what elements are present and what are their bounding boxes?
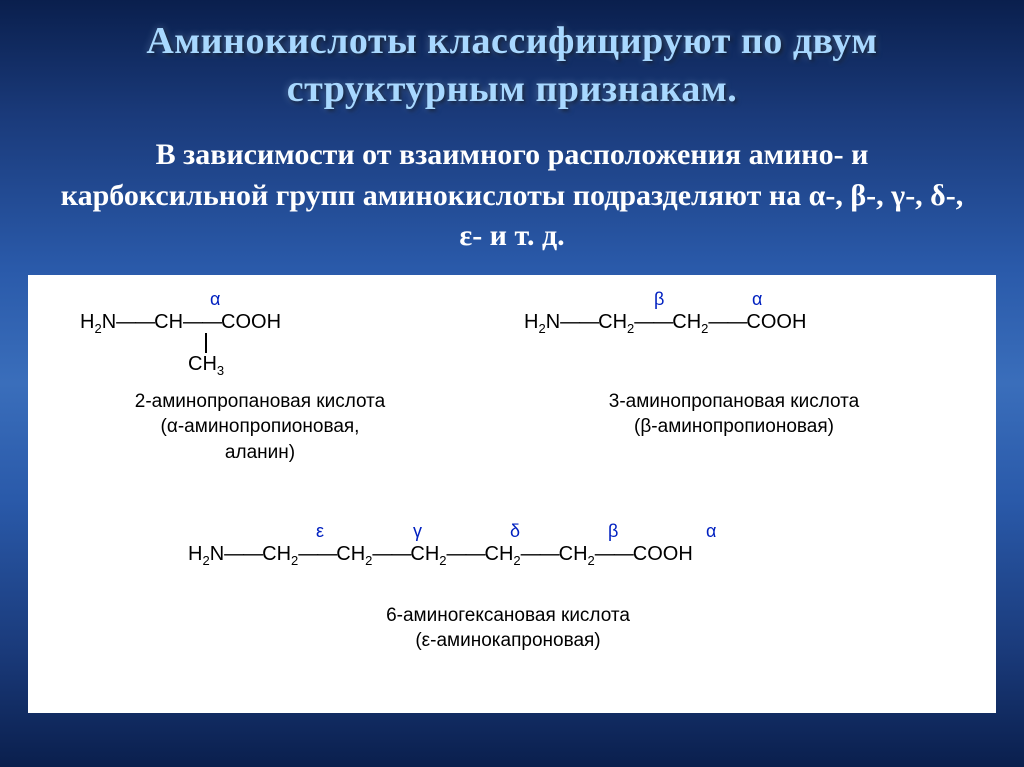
slide-title: Аминокислоты классифицируют по двум стру… bbox=[0, 0, 1024, 123]
greek-beta: β bbox=[654, 289, 664, 310]
greek-beta: β bbox=[608, 521, 618, 542]
name-line: 6-аминогексановая кислота bbox=[188, 603, 828, 629]
structure-2-name: 3-аминопропановая кислота (β-аминопропио… bbox=[524, 389, 944, 440]
slide-subtitle: В зависимости от взаимного расположения … bbox=[0, 123, 1024, 275]
structure-3: ε γ δ β α H2N——CH2——CH2——CH2——CH2——CH2——… bbox=[188, 525, 828, 654]
greek-gamma: γ bbox=[413, 521, 422, 542]
greek-eps: ε bbox=[316, 521, 324, 542]
greek-delta: δ bbox=[510, 521, 520, 542]
name-line: (β-аминопропионовая) bbox=[524, 414, 944, 440]
structure-3-name: 6-аминогексановая кислота (ε-аминокапрон… bbox=[188, 603, 828, 654]
greek-alpha: α bbox=[706, 521, 716, 542]
greek-alpha: α bbox=[210, 289, 220, 310]
structure-1: α H2N——CH——COOH CH3 2-аминопропановая ки… bbox=[80, 293, 440, 466]
name-line: аланин) bbox=[80, 440, 440, 466]
name-line: (ε-аминокапроновая) bbox=[188, 628, 828, 654]
structure-2: β α H2N——CH2——CH2——COOH 3-аминопропанова… bbox=[524, 293, 944, 440]
name-line: 2-аминопропановая кислота bbox=[80, 389, 440, 415]
name-line: 3-аминопропановая кислота bbox=[524, 389, 944, 415]
structure-1-name: 2-аминопропановая кислота (α-аминопропио… bbox=[80, 389, 440, 466]
chemical-diagram-panel: α H2N——CH——COOH CH3 2-аминопропановая ки… bbox=[28, 275, 996, 713]
greek-alpha: α bbox=[752, 289, 762, 310]
name-line: (α-аминопропионовая, bbox=[80, 414, 440, 440]
